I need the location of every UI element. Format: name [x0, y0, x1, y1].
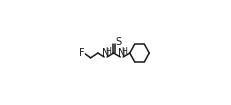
- Text: H: H: [104, 47, 110, 56]
- Text: N: N: [118, 48, 125, 58]
- Text: S: S: [115, 37, 121, 47]
- Text: H: H: [121, 47, 126, 56]
- Text: N: N: [101, 48, 109, 58]
- Text: F: F: [78, 48, 84, 58]
